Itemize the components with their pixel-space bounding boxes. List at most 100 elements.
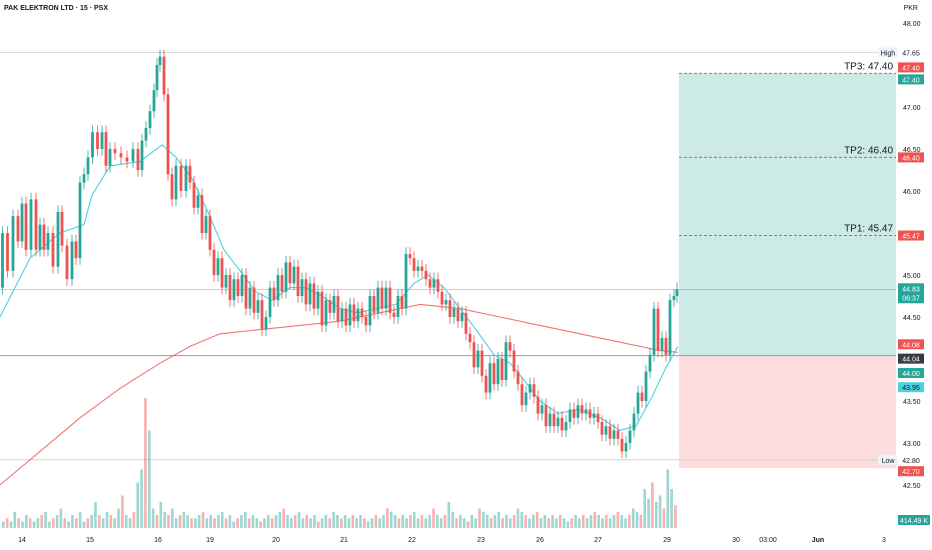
candle-body	[304, 279, 308, 305]
candle-body	[276, 275, 280, 301]
volume-bar	[236, 518, 239, 528]
volume-bar	[194, 518, 197, 528]
volume-bar	[558, 515, 562, 528]
volume-bar	[562, 518, 566, 528]
candle-body	[264, 317, 268, 330]
candle-body	[288, 262, 292, 284]
volume-bar	[336, 515, 339, 528]
target-label-1: TP3: 47.40	[844, 61, 893, 72]
candle-body	[216, 258, 220, 275]
volume-bar	[51, 518, 55, 528]
time-axis[interactable]: 14 15 16 19 20 21 22 23 26 27 29 30 03:00 Jun 3	[18, 537, 886, 544]
position-zones	[679, 73, 896, 469]
target-label-3: TP1: 45.47	[844, 224, 893, 235]
candle-body	[192, 182, 196, 208]
tag-44-00: 44.00	[902, 371, 920, 378]
volume-bar	[201, 511, 205, 528]
candle-body	[600, 422, 604, 435]
header-sep-2: ·	[87, 5, 95, 12]
candle-body	[648, 354, 652, 372]
price-axis[interactable]: 48.0047.5047.0046.5046.0045.5045.0044.50…	[878, 0, 932, 550]
candle-body	[260, 300, 264, 330]
candle-body	[196, 195, 200, 208]
time-tick-label: 30	[732, 537, 740, 544]
volume-bar	[447, 502, 451, 528]
volume-bar	[470, 515, 474, 528]
volume-bar	[497, 511, 501, 528]
volume-bar	[147, 430, 151, 528]
grid-lines	[0, 51, 896, 461]
candle-body	[162, 56, 166, 95]
candle-body	[544, 405, 548, 427]
candle-body	[596, 413, 600, 422]
volume-bar	[282, 508, 285, 528]
candle-body	[660, 338, 664, 351]
volume-bar	[478, 508, 481, 528]
volume-bar	[670, 489, 673, 528]
candle-body	[336, 296, 340, 322]
volume-bar	[98, 515, 101, 528]
tp2-tag-bg	[898, 152, 924, 163]
volume-bar	[639, 515, 643, 528]
volume-bar	[9, 521, 13, 528]
candle-body	[636, 392, 640, 414]
candle-body	[400, 296, 404, 309]
volume-bar	[355, 518, 358, 528]
volume-bar	[105, 511, 109, 528]
candle-body	[46, 233, 50, 250]
candle-body	[328, 300, 332, 313]
candle-body	[174, 165, 178, 200]
candle-body	[148, 111, 152, 128]
volume-bar	[643, 489, 647, 528]
volume-bar	[628, 515, 631, 528]
volume-bar	[535, 511, 539, 528]
candle-body	[664, 338, 668, 355]
candle-body	[548, 413, 552, 427]
candle-body	[356, 308, 360, 322]
volume-bar	[28, 518, 32, 528]
candle-body	[316, 291, 320, 309]
symbol-exchange: PSX	[94, 5, 109, 12]
candle-body	[204, 216, 208, 233]
candle-body	[552, 413, 556, 427]
volume-bar	[340, 518, 343, 528]
candle-body	[352, 304, 356, 322]
candle-body	[468, 333, 472, 343]
volume-bar	[293, 515, 297, 528]
symbol-header[interactable]: PAK ELEKTRON LTD · 15 · PSX	[4, 5, 108, 12]
volume-bar	[409, 515, 412, 528]
volume-bar	[2, 521, 5, 528]
volume-bar	[501, 518, 504, 528]
candle-body	[412, 258, 416, 271]
volume-bar	[459, 515, 462, 528]
candle-body	[432, 279, 436, 288]
candle-body	[300, 279, 304, 296]
candle-body	[392, 312, 396, 317]
candle-body	[396, 296, 400, 317]
candle-body	[540, 405, 544, 414]
time-tick-label: 20	[272, 537, 280, 544]
candle-body	[656, 308, 660, 351]
low-label: Low	[882, 458, 896, 465]
candle-body	[568, 409, 572, 422]
candle-body	[644, 371, 648, 401]
volume-bar	[455, 518, 458, 528]
volume-bar	[13, 511, 17, 528]
volume-bar	[171, 508, 174, 528]
candle-body	[464, 312, 468, 334]
candle-body	[86, 157, 90, 175]
candle-body	[344, 308, 348, 326]
candle-body	[616, 430, 620, 439]
price-tick-label: 43.00	[903, 441, 921, 448]
candle-body	[140, 140, 144, 170]
volume-bar	[524, 515, 527, 528]
symbol-interval: 15	[79, 5, 88, 12]
volume-bar	[593, 511, 597, 528]
volume-bar	[666, 469, 670, 528]
candle-body	[456, 308, 460, 322]
candle-body	[508, 342, 512, 351]
volume-bar	[297, 511, 301, 528]
candle-body	[668, 300, 672, 355]
candle-body	[452, 308, 456, 317]
